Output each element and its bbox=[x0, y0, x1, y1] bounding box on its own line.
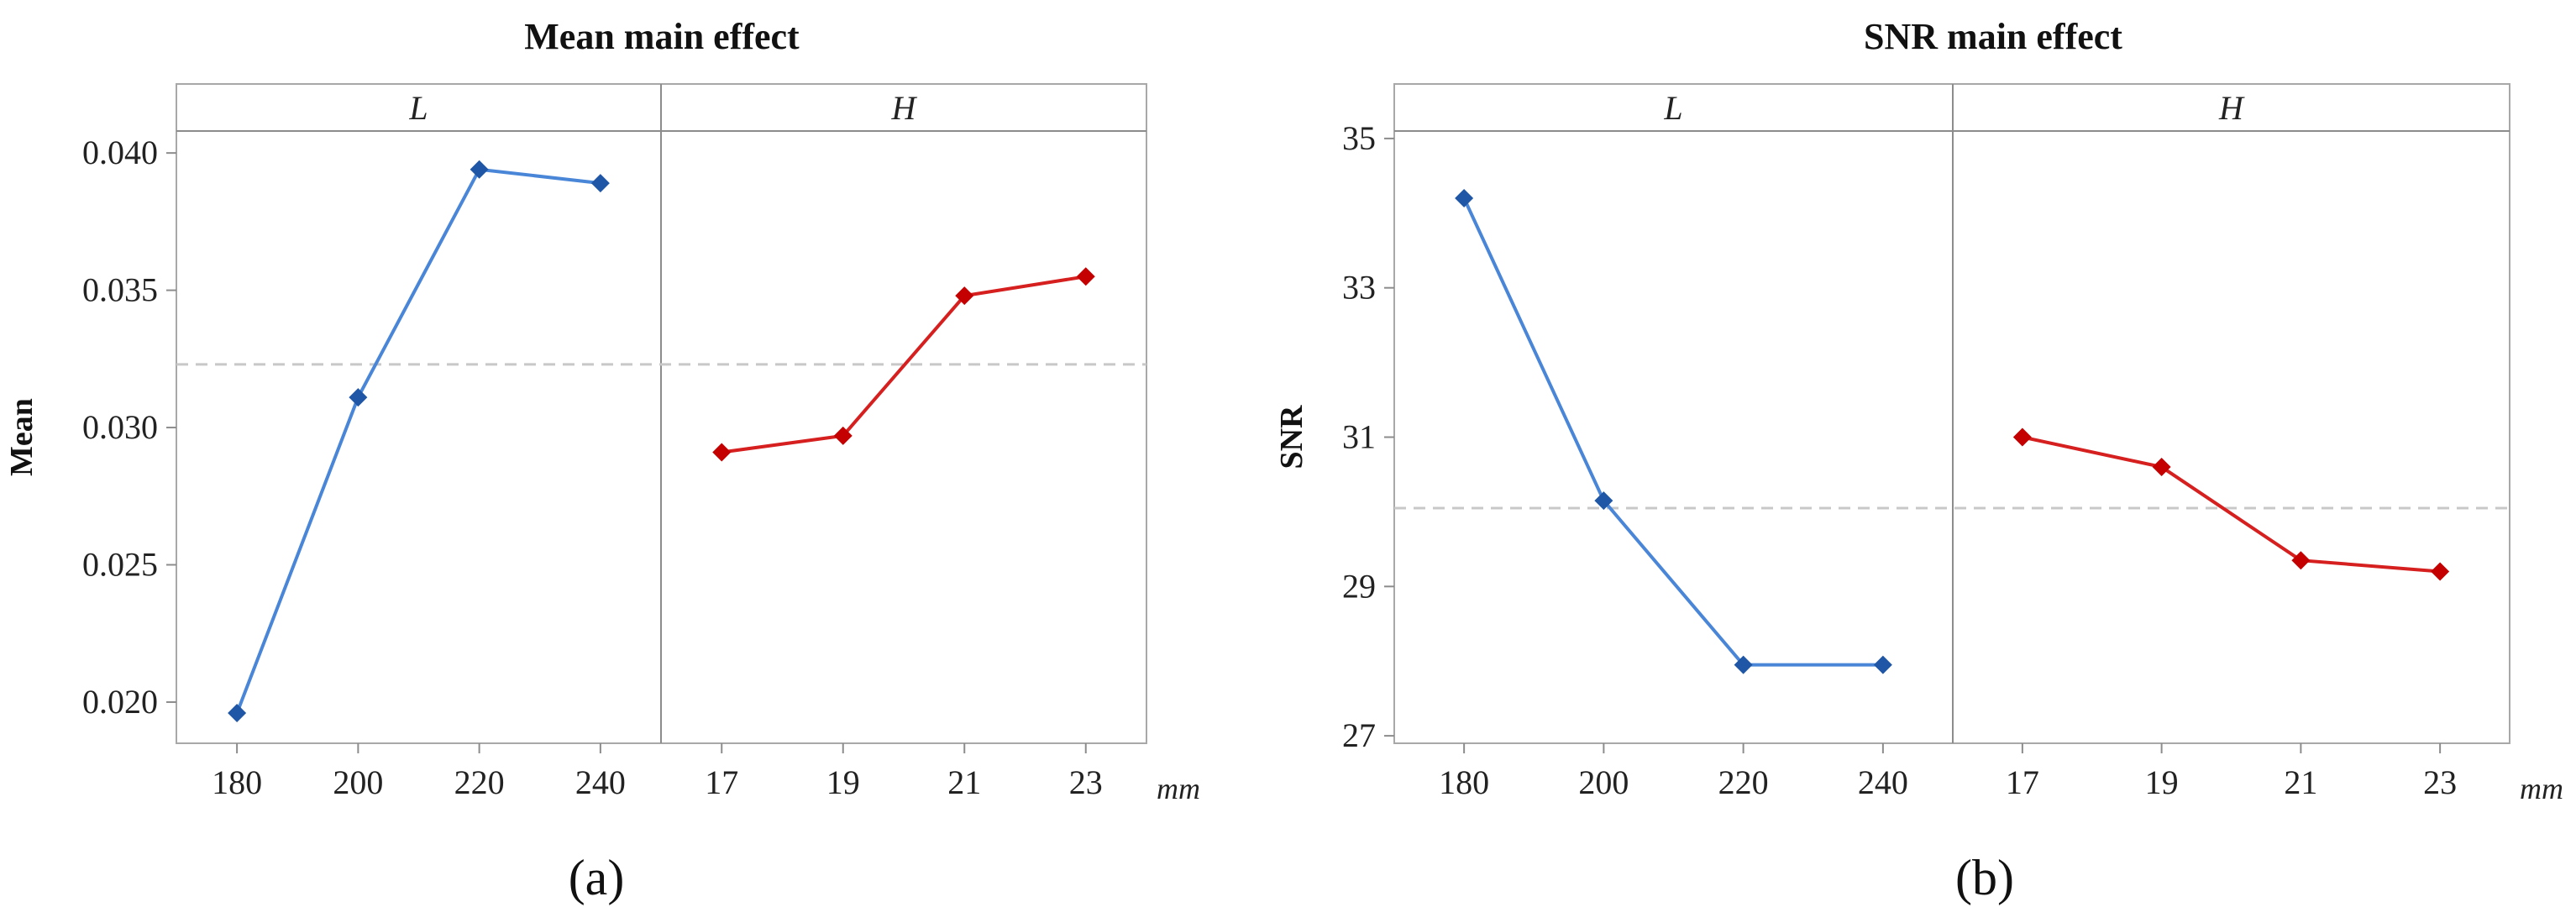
data-point-marker bbox=[1873, 655, 1892, 674]
y-tick-label: 0.030 bbox=[82, 408, 158, 446]
chart-a: Mean main effect 0.020 0.025 0.030 0.035 0.04… bbox=[4, 16, 1200, 905]
chart-b: SNR main effect 27 29 31 33 35 SNR L 180 200 220 24… bbox=[1274, 16, 2563, 905]
y-tick-label: 0.035 bbox=[82, 271, 158, 309]
x-tick-label: 17 bbox=[705, 763, 738, 801]
data-point-marker bbox=[2291, 551, 2311, 570]
panel-H: H 17 19 21 23 bbox=[705, 89, 1103, 801]
y-tick-label: 27 bbox=[1342, 716, 1376, 754]
y-tick-label: 29 bbox=[1342, 567, 1376, 605]
chart-title: Mean main effect bbox=[524, 16, 800, 57]
data-point-marker bbox=[712, 443, 732, 462]
series-line-H bbox=[721, 275, 1087, 454]
data-point-marker bbox=[349, 388, 368, 407]
x-tick-label: 220 bbox=[1718, 763, 1769, 801]
data-point-marker bbox=[590, 174, 610, 193]
y-tick-label: 31 bbox=[1342, 418, 1376, 456]
x-tick-label: 200 bbox=[1578, 763, 1629, 801]
x-unit-label: mm bbox=[1157, 772, 1200, 805]
data-point-marker bbox=[955, 286, 974, 306]
data-point-marker bbox=[470, 160, 489, 179]
x-unit-label: mm bbox=[2520, 772, 2563, 805]
x-tick-label: 180 bbox=[1439, 763, 1489, 801]
data-point-marker bbox=[2012, 427, 2032, 447]
data-point-marker bbox=[1594, 491, 1613, 511]
data-point-marker bbox=[1455, 189, 1474, 208]
subfigure-label: (a) bbox=[569, 850, 625, 905]
panel-H: H 17 19 21 23 bbox=[2006, 89, 2457, 801]
x-tick-label: 23 bbox=[2423, 763, 2457, 801]
x-tick-label: 21 bbox=[2284, 763, 2317, 801]
series-line-L bbox=[235, 167, 601, 714]
panel-label: L bbox=[1663, 89, 1682, 127]
y-tick-label: 35 bbox=[1342, 119, 1376, 157]
data-point-marker bbox=[2431, 562, 2450, 581]
y-axis-label: SNR bbox=[1274, 405, 1309, 469]
x-tick-label: 200 bbox=[333, 763, 383, 801]
series-line-L bbox=[1462, 197, 1883, 667]
x-tick-label: 180 bbox=[212, 763, 262, 801]
x-tick-label: 19 bbox=[826, 763, 860, 801]
x-tick-label: 240 bbox=[575, 763, 626, 801]
y-axis-label: Mean bbox=[4, 398, 39, 476]
x-tick-label: 21 bbox=[947, 763, 981, 801]
subfigure-label: (b) bbox=[1955, 850, 2014, 905]
panel-label: L bbox=[408, 89, 428, 127]
data-point-marker bbox=[1734, 655, 1753, 674]
y-tick-label: 0.025 bbox=[82, 546, 158, 584]
data-point-marker bbox=[228, 704, 247, 723]
y-tick-label: 0.040 bbox=[82, 134, 158, 171]
series-line-H bbox=[2022, 435, 2441, 574]
panel-label: H bbox=[2218, 89, 2245, 127]
x-tick-label: 19 bbox=[2145, 763, 2179, 801]
panel-L: L 180 200 220 240 bbox=[1439, 89, 1908, 801]
data-point-marker bbox=[2152, 458, 2171, 477]
x-tick-label: 23 bbox=[1069, 763, 1103, 801]
data-point-marker bbox=[833, 426, 853, 445]
data-point-marker bbox=[1076, 267, 1095, 286]
x-tick-label: 240 bbox=[1858, 763, 1908, 801]
panel-L: L 180 200 220 240 bbox=[212, 89, 626, 801]
panel-label: H bbox=[891, 89, 918, 127]
x-tick-label: 220 bbox=[454, 763, 505, 801]
chart-title: SNR main effect bbox=[1864, 16, 2122, 57]
x-tick-label: 17 bbox=[2006, 763, 2039, 801]
y-tick-label: 0.020 bbox=[82, 683, 158, 721]
y-tick-label: 33 bbox=[1342, 269, 1376, 307]
